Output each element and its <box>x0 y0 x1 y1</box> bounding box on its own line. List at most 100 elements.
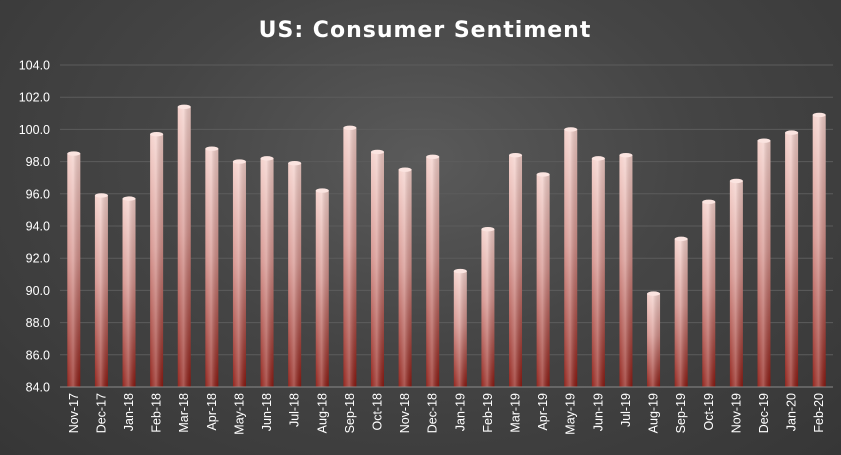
bar-cap <box>785 130 799 135</box>
bar-shine <box>564 129 578 387</box>
bar-cap <box>67 151 81 156</box>
bar-cap <box>647 291 661 296</box>
y-tick-label: 86.0 <box>26 348 50 362</box>
y-tick-label: 102.0 <box>19 91 50 105</box>
bar-cap <box>370 149 384 155</box>
bar-cap <box>812 112 826 118</box>
bar-shine <box>122 198 136 387</box>
x-tick-label: Mar-18 <box>177 393 191 433</box>
bar-shine <box>150 134 164 387</box>
x-tick-label: Oct-19 <box>702 393 716 431</box>
bar <box>453 268 467 387</box>
bar <box>702 199 716 387</box>
bar-shine <box>536 174 550 387</box>
bar <box>398 167 412 387</box>
bar-shine <box>315 190 329 387</box>
bar-shine <box>702 201 716 387</box>
x-tick-label: Jul-19 <box>619 393 633 427</box>
bar-shine <box>453 271 467 387</box>
x-tick-label: Jun-18 <box>260 393 274 431</box>
bar-shine <box>674 238 688 387</box>
y-axis-tick-labels: 84.0 86.0 88.0 90.0 92.0 94.0 96.0 98.0 100.0 102… <box>19 59 50 395</box>
bar-shine <box>509 155 523 387</box>
bar <box>122 196 136 387</box>
bar-shine <box>619 155 633 387</box>
bar-cap <box>315 188 329 193</box>
bar-cap <box>729 178 743 184</box>
bar <box>260 156 274 387</box>
x-tick-label: Nov-18 <box>398 393 412 433</box>
x-tick-label: Apr-18 <box>205 393 219 431</box>
bar-shine <box>426 156 440 387</box>
bar <box>232 159 246 387</box>
bar <box>94 193 108 387</box>
bar-shine <box>260 158 274 387</box>
x-tick-label: Jan-18 <box>122 393 136 431</box>
x-tick-label: Feb-18 <box>150 393 164 433</box>
x-tick-label: Feb-19 <box>481 393 495 433</box>
bar-shine <box>729 180 743 387</box>
bar-cap <box>481 227 495 232</box>
bar <box>288 161 302 387</box>
x-tick-label: Nov-19 <box>729 393 743 433</box>
y-tick-label: 94.0 <box>26 220 50 234</box>
bar-cap <box>702 199 716 205</box>
x-tick-label: Sep-18 <box>343 393 357 433</box>
x-tick-label: Jan-19 <box>453 393 467 431</box>
bars <box>67 104 826 388</box>
bar-shine <box>177 106 191 388</box>
y-tick-label: 96.0 <box>26 187 50 201</box>
bar <box>757 138 771 387</box>
bar <box>536 172 550 387</box>
y-tick-label: 98.0 <box>26 155 50 169</box>
x-tick-label: Nov-17 <box>67 393 81 433</box>
bar-cap <box>536 172 550 177</box>
bar <box>785 130 799 387</box>
bar <box>647 291 661 387</box>
bar-shine <box>343 127 357 387</box>
bar-shine <box>398 169 412 387</box>
x-tick-label: Dec-19 <box>757 393 771 433</box>
x-tick-label: Jun-19 <box>591 393 605 431</box>
bar-cap <box>150 132 164 137</box>
x-tick-label: Jan-20 <box>785 393 799 431</box>
bar-cap <box>177 104 191 110</box>
bar-shine <box>94 195 108 387</box>
bar <box>509 152 523 387</box>
y-tick-label: 84.0 <box>26 381 50 395</box>
x-tick-label: Jul-18 <box>288 393 302 427</box>
bar <box>729 178 743 387</box>
bar-shine <box>288 163 302 387</box>
bar-cap <box>564 127 578 132</box>
bar-shine <box>370 151 384 387</box>
x-tick-label: Dec-17 <box>94 393 108 433</box>
bar-shine <box>481 229 495 387</box>
bar-cap <box>232 159 246 164</box>
bar-cap <box>205 146 219 151</box>
bar-shine <box>232 161 246 387</box>
bar-shine <box>205 148 219 387</box>
bar <box>591 156 605 387</box>
bar-cap <box>453 268 467 274</box>
bar <box>67 151 81 387</box>
bar-shine <box>812 114 826 387</box>
y-tick-label: 88.0 <box>26 316 50 330</box>
bar <box>150 132 164 387</box>
bar <box>619 152 633 387</box>
x-tick-label: Oct-18 <box>370 393 384 431</box>
bar-cap <box>343 125 357 130</box>
x-tick-label: May-19 <box>564 393 578 435</box>
bar-cap <box>757 138 771 143</box>
bar-cap <box>288 161 302 166</box>
x-tick-label: May-18 <box>232 393 246 435</box>
bar-shine <box>67 153 81 387</box>
x-axis-tick-labels: Nov-17 Dec-17 Jan-18 Feb-18 Mar-18 Apr-18 May-… <box>67 393 826 435</box>
bar <box>205 146 219 387</box>
bar-cap <box>94 193 108 198</box>
bar-cap <box>260 156 274 161</box>
x-tick-label: Sep-19 <box>674 393 688 433</box>
bar-cap <box>619 152 633 158</box>
bar <box>674 236 688 387</box>
x-tick-label: Aug-19 <box>647 393 661 433</box>
